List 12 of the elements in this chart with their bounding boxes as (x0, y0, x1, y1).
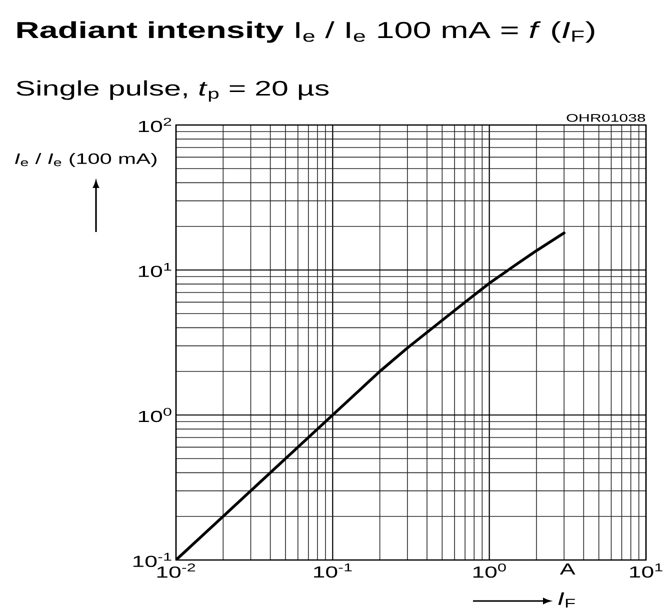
x-tick-label: A (560, 564, 576, 575)
x-axis-title: I$_{F}$ (558, 592, 575, 608)
text: OHR01038 (566, 114, 646, 122)
chart-title: Radiant intensity I$_{e}$ / I$_{e}$ 100 mA = f (I$_{F}$) (17, 21, 594, 43)
x-tick-label: 10$^{0}$ (473, 564, 506, 578)
x-tick-label: 10$^{1}$ (630, 564, 662, 578)
y-tick-label: 10$^{2}$ (138, 118, 172, 132)
chart-subtitle: Single pulse, t$_{p}$ = 20 µs (16, 80, 329, 102)
x-tick-label: 10$^{-1}$ (314, 564, 352, 578)
y-tick-label: 10$^{0}$ (138, 408, 172, 422)
y-tick-label: 10$^{1}$ (138, 262, 172, 278)
y-axis-title: I$_{e}$ / I$_{e}$ (100 mA) (15, 153, 156, 167)
